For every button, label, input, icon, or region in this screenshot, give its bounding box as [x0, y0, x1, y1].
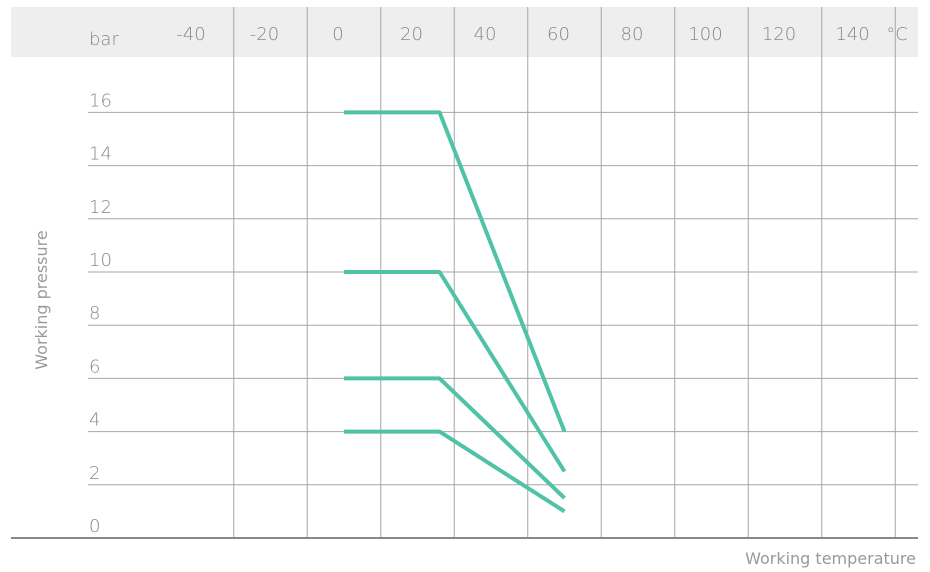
y-tick-label: 2 — [89, 463, 100, 484]
x-tick-label: 60 — [547, 24, 570, 45]
x-axis-title: Working temperature — [745, 549, 916, 568]
y-tick-label: 4 — [89, 410, 100, 431]
series-line — [344, 270, 567, 473]
y-tick-label: 16 — [89, 90, 112, 111]
series-line — [344, 110, 567, 433]
x-tick-label: -40 — [176, 24, 205, 45]
series-line — [344, 376, 566, 500]
y-axis-title: Working pressure — [32, 230, 51, 369]
y-tick-label: 12 — [89, 197, 112, 218]
y-tick-label: 6 — [89, 356, 100, 377]
series — [344, 110, 567, 514]
x-tick-label: 80 — [621, 24, 644, 45]
y-axis-ticks: 0 2 4 6 8 10 12 14 16 — [89, 90, 112, 537]
x-tick-label: 20 — [400, 24, 423, 45]
y-tick-label: 8 — [89, 303, 100, 324]
x-tick-label: 120 — [762, 24, 796, 45]
x-tick-label: 100 — [688, 24, 722, 45]
y-tick-label: 10 — [89, 250, 112, 271]
x-tick-label: -20 — [250, 24, 279, 45]
x-axis-ticks: -40 -20 0 20 40 60 80 100 120 140 — [176, 24, 869, 45]
y-tick-label: 0 — [89, 516, 100, 537]
x-tick-label: 0 — [332, 24, 343, 45]
y-unit-label: bar — [89, 29, 119, 50]
header-band — [11, 7, 918, 57]
x-tick-label: 140 — [835, 24, 869, 45]
x-unit-label: °C — [886, 24, 908, 45]
series-line — [344, 429, 566, 514]
y-tick-label: 14 — [89, 144, 112, 165]
x-tick-label: 40 — [474, 24, 497, 45]
